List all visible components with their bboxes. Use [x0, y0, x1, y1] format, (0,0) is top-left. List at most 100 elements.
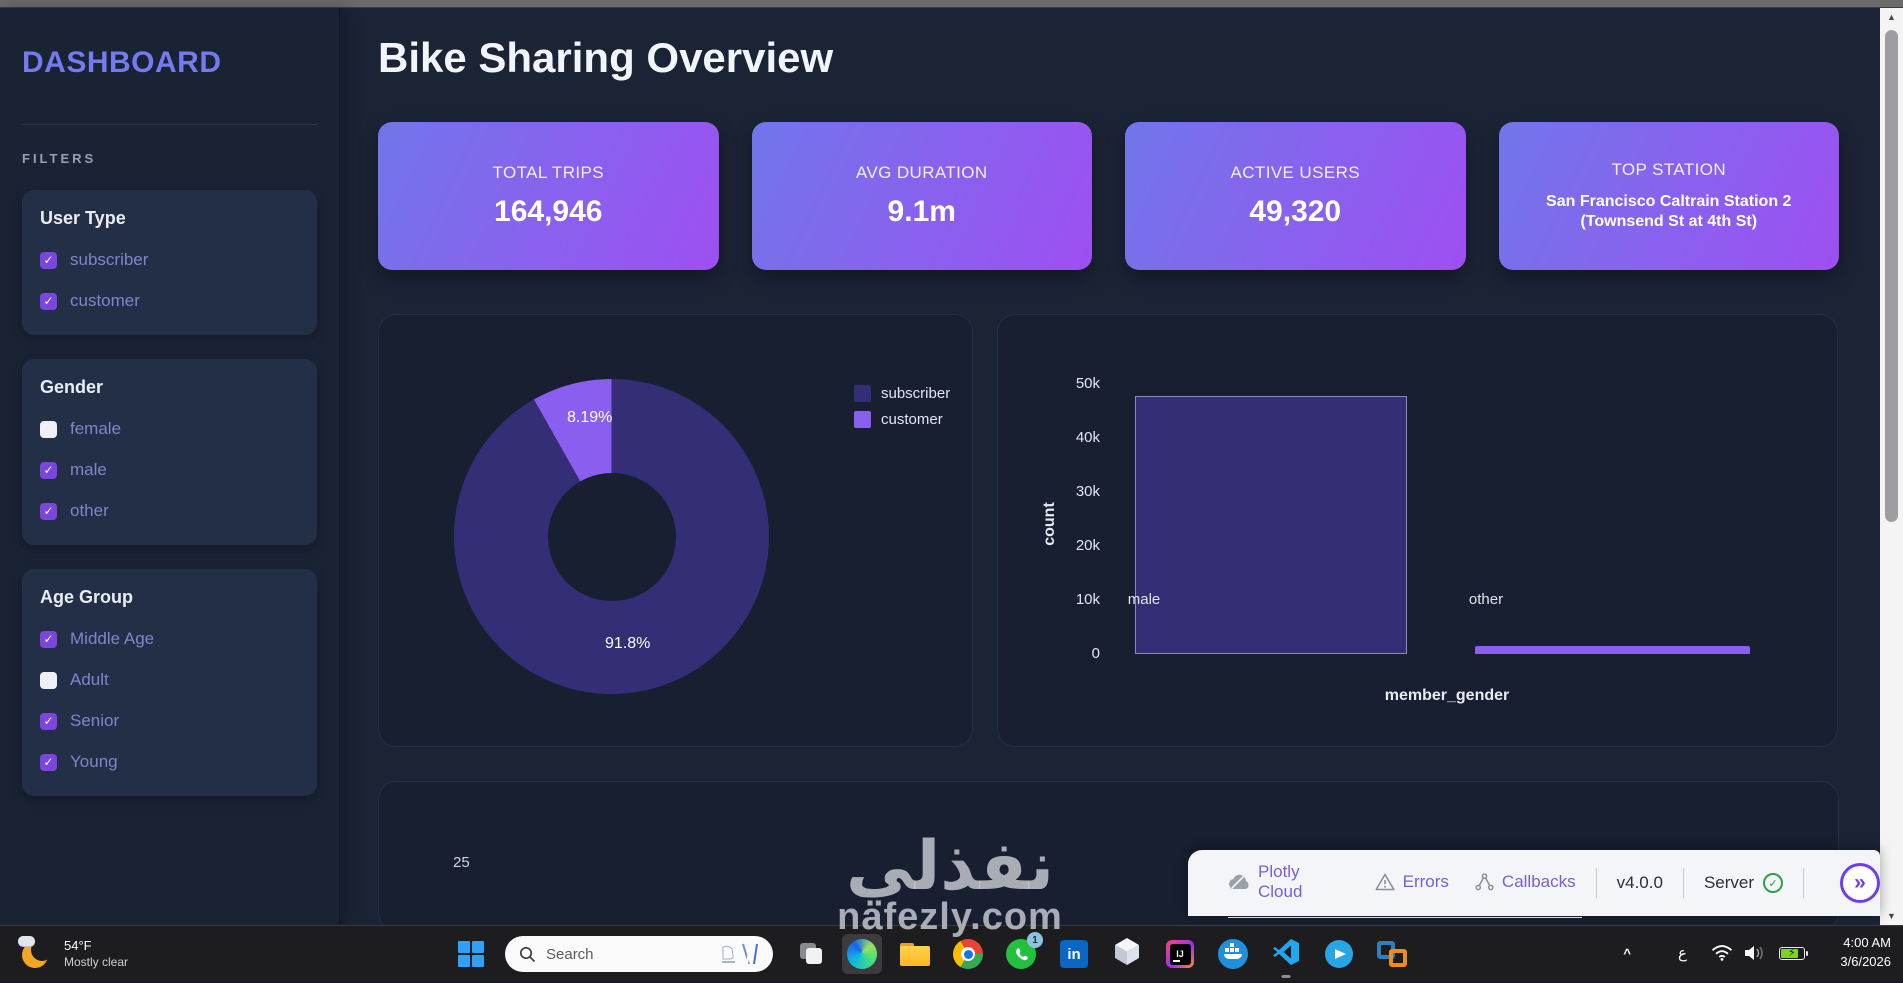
x-axis-title: member_gender: [1385, 687, 1510, 705]
server-ok-icon: ✓: [1763, 873, 1783, 893]
devtools-collapse-button[interactable]: »: [1840, 863, 1880, 903]
task-view-button[interactable]: [800, 943, 824, 965]
taskbar-app-intellij[interactable]: IJ: [1160, 934, 1200, 974]
errors-label: Errors: [1403, 872, 1449, 892]
checkbox-label: Senior: [70, 711, 119, 731]
filter-option-customer[interactable]: ✓ customer: [40, 291, 299, 311]
checkbox[interactable]: ✓: [40, 631, 57, 648]
checkbox[interactable]: ✓: [40, 293, 57, 310]
windows-logo-icon: [458, 955, 470, 967]
checkbox[interactable]: ✓: [40, 503, 57, 520]
errors-button[interactable]: Errors: [1375, 872, 1449, 892]
tray-date: 3/6/2026: [1840, 953, 1891, 972]
taskbar-app-docker[interactable]: [1213, 934, 1253, 974]
clock-widget[interactable]: 4:00 AM 3/6/2026: [1840, 934, 1891, 972]
scrollbar-up-arrow-icon[interactable]: ▲: [1880, 12, 1903, 22]
linkedin-icon: in: [1060, 940, 1088, 968]
running-app-indicator: [1282, 975, 1291, 978]
vscode-icon: [1272, 938, 1300, 971]
scrollbar-thumb[interactable]: [1885, 30, 1898, 522]
legend-item-subscriber[interactable]: subscriber: [854, 385, 950, 402]
y-axis-tick: 50k: [1058, 375, 1100, 392]
weather-condition: Mostly clear: [64, 955, 128, 969]
volume-icon[interactable]: [1743, 944, 1767, 962]
windows-taskbar: 54°F Mostly clear Search: [0, 925, 1903, 982]
filter-group-user-type: User Type ✓ subscriber ✓ customer: [22, 190, 317, 335]
callbacks-icon: [1475, 873, 1494, 891]
gender-bar-chart[interactable]: 50k 40k 30k 20k 10k 0 count male other m…: [997, 314, 1838, 747]
taskbar-search-box[interactable]: Search: [505, 936, 773, 972]
taskbar-weather-widget[interactable]: 54°F Mostly clear: [16, 934, 128, 972]
kpi-row: TOTAL TRIPS 164,946 AVG DURATION 9.1m AC…: [378, 122, 1839, 270]
checkbox[interactable]: [40, 672, 57, 689]
taskbar-app-chrome[interactable]: [948, 934, 988, 974]
filter-option-female[interactable]: female: [40, 419, 299, 439]
taskbar-app-linkedin[interactable]: in: [1054, 934, 1094, 974]
notification-badge: 1: [1027, 932, 1043, 948]
callbacks-button[interactable]: Callbacks: [1475, 872, 1576, 892]
task-view-icon: [806, 948, 822, 964]
kpi-value: 9.1m: [888, 195, 956, 229]
x-axis-tick: male: [1128, 591, 1161, 608]
battery-icon[interactable]: ⚡: [1779, 947, 1805, 960]
taskbar-app-file-explorer[interactable]: [895, 934, 935, 974]
devtools-links: Plotly Cloud Errors Callbacks: [1228, 862, 1576, 904]
dashboard-main: Bike Sharing Overview TOTAL TRIPS 164,94…: [340, 8, 1880, 925]
bar-male[interactable]: [1135, 396, 1407, 654]
filter-option-middle-age[interactable]: ✓ Middle Age: [40, 629, 299, 649]
kpi-top-station: TOP STATION San Francisco Caltrain Stati…: [1499, 122, 1840, 270]
dash-version: v4.0.0: [1617, 873, 1663, 893]
checkbox[interactable]: ✓: [40, 462, 57, 479]
filter-group-title: Age Group: [40, 587, 299, 608]
filter-option-young[interactable]: ✓ Young: [40, 752, 299, 772]
y-axis-title: count: [1041, 502, 1059, 546]
filter-option-subscriber[interactable]: ✓ subscriber: [40, 250, 299, 270]
taskbar-app-edge[interactable]: [842, 934, 882, 974]
windows-logo-icon: [472, 955, 484, 967]
kpi-value: 164,946: [494, 195, 602, 229]
y-axis-tick: 30k: [1058, 483, 1100, 500]
plotly-cloud-label: Plotly Cloud: [1258, 862, 1349, 902]
taskbar-app-vmware[interactable]: [1372, 934, 1412, 974]
checkbox[interactable]: [40, 421, 57, 438]
checkbox[interactable]: ✓: [40, 252, 57, 269]
weather-temp: 54°F: [64, 938, 128, 953]
checkbox-label: Adult: [70, 670, 109, 690]
legend-label: customer: [881, 411, 943, 428]
taskbar-app-icons: 1 in IJ: [842, 934, 1412, 974]
server-status: Server ✓: [1704, 873, 1783, 893]
windows-logo-icon: [458, 941, 470, 953]
user-type-pie-chart[interactable]: 8.19% 91.8% subscriber customer: [378, 314, 973, 747]
taskbar-app-telegram[interactable]: [1319, 934, 1359, 974]
page-scrollbar[interactable]: ▲ ▼: [1880, 8, 1903, 925]
keyboard-language-indicator[interactable]: ع: [1678, 944, 1687, 962]
kpi-label: ACTIVE USERS: [1231, 163, 1361, 183]
pie-legend[interactable]: subscriber customer: [854, 385, 950, 428]
taskbar-app-3d-viewer[interactable]: [1107, 934, 1147, 974]
bar-other[interactable]: [1475, 646, 1750, 654]
start-button[interactable]: [458, 941, 485, 968]
tray-expand-chevron[interactable]: ^: [1623, 946, 1631, 961]
y-axis-tick: 40k: [1058, 429, 1100, 446]
filter-option-other[interactable]: ✓ other: [40, 501, 299, 521]
taskbar-app-whatsapp[interactable]: 1: [1001, 934, 1041, 974]
plotly-cloud-button[interactable]: Plotly Cloud: [1228, 862, 1349, 902]
filter-option-senior[interactable]: ✓ Senior: [40, 711, 299, 731]
kpi-value: 49,320: [1249, 195, 1341, 229]
scrollbar-down-arrow-icon[interactable]: ▼: [1880, 911, 1903, 921]
filter-group-gender: Gender female ✓ male ✓ other: [22, 359, 317, 545]
kpi-value: San Francisco Caltrain Station 2 (Townse…: [1519, 192, 1819, 232]
y-axis-tick: 25: [453, 854, 470, 871]
checkbox[interactable]: ✓: [40, 713, 57, 730]
wifi-icon[interactable]: [1711, 944, 1733, 961]
legend-item-customer[interactable]: customer: [854, 411, 950, 428]
chrome-icon: [953, 939, 983, 969]
checkbox[interactable]: ✓: [40, 754, 57, 771]
kpi-total-trips: TOTAL TRIPS 164,946: [378, 122, 719, 270]
sidebar-title: DASHBOARD: [22, 46, 317, 80]
callbacks-label: Callbacks: [1502, 872, 1576, 892]
filter-option-adult[interactable]: Adult: [40, 670, 299, 690]
warning-icon: [1375, 873, 1395, 891]
filter-option-male[interactable]: ✓ male: [40, 460, 299, 480]
taskbar-app-vscode[interactable]: [1266, 934, 1306, 974]
